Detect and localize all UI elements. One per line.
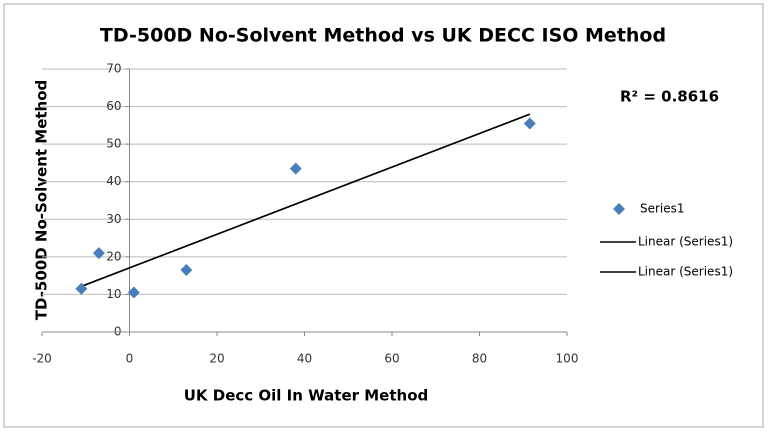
y-tick-label: 30 [106, 212, 121, 226]
x-tick-label: 20 [209, 352, 224, 366]
x-tick-label: 0 [126, 352, 134, 366]
data-point [289, 162, 302, 175]
legend-label: Linear (Series1) [638, 265, 733, 279]
x-tick-label: 60 [384, 352, 399, 366]
y-tick-label: 20 [106, 249, 121, 263]
data-point [92, 247, 105, 260]
legend-marker [613, 203, 625, 215]
legend-label: Series1 [640, 202, 685, 216]
chart-border [3, 3, 764, 428]
legend-label: Linear (Series1) [638, 235, 733, 249]
x-tick-label: 40 [297, 352, 312, 366]
x-tick-label: 100 [556, 352, 579, 366]
data-point [127, 286, 140, 299]
data-point [180, 264, 193, 277]
r-squared: R² = 0.8616 [620, 88, 719, 106]
chart-title: TD-500D No-Solvent Method vs UK DECC ISO… [100, 25, 666, 47]
data-point [75, 282, 88, 295]
y-tick-label: 10 [106, 287, 121, 301]
data-point [523, 117, 536, 130]
y-tick-label: 40 [106, 174, 121, 188]
x-tick-label: 80 [472, 352, 487, 366]
y-tick-label: 50 [106, 137, 121, 151]
y-axis-label: TD-500D No-Solvent Method [33, 80, 51, 321]
trendline [81, 113, 531, 288]
y-tick-label: 60 [106, 99, 121, 113]
x-tick-label: -20 [32, 352, 52, 366]
y-tick-label: 70 [106, 62, 121, 76]
x-axis-label: UK Decc Oil In Water Method [184, 387, 428, 405]
